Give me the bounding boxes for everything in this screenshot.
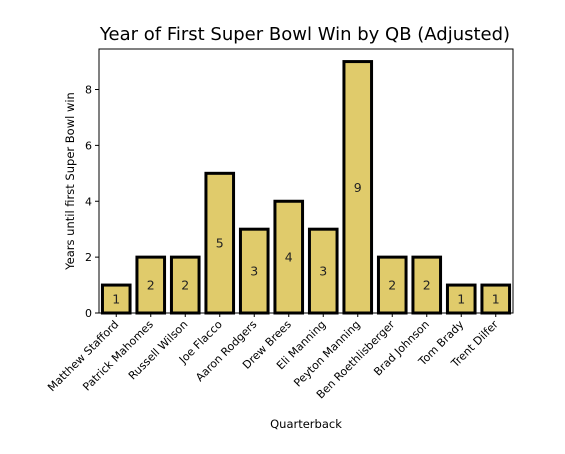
- bar-value-label: 9: [354, 180, 362, 195]
- bar-value-label: 4: [285, 250, 293, 265]
- plot-area-frame: [98, 48, 514, 314]
- x-axis-label: Quarterback: [270, 417, 342, 431]
- x-tick-label: Aaron Rodgers: [193, 318, 259, 384]
- bar: [445, 283, 477, 315]
- bar: [307, 227, 339, 315]
- bar: [169, 255, 201, 315]
- bar-value-label: 1: [457, 292, 465, 307]
- bars-group: [100, 60, 512, 315]
- bar-value-label: 2: [423, 278, 431, 293]
- bar-value-label: 2: [388, 278, 396, 293]
- x-tick-label: Russell Wilson: [126, 318, 190, 382]
- bar: [273, 199, 305, 315]
- y-tick-label: 2: [85, 251, 92, 264]
- bar-value-label: 2: [147, 278, 155, 293]
- bar-value-label: 3: [250, 264, 258, 279]
- bar: [480, 283, 512, 315]
- y-axis-label: Years until first Super Bowl win: [63, 92, 77, 271]
- bar: [376, 255, 408, 315]
- y-tick-label: 8: [85, 84, 92, 97]
- bar-labels-group: 1 2 2 5 3 4 3 9 2 2 1 1: [112, 180, 499, 307]
- bar-value-label: 3: [319, 264, 327, 279]
- y-axis: 0 2 4 6 8: [85, 84, 99, 320]
- y-tick-label: 6: [85, 139, 92, 152]
- y-tick-label: 0: [85, 307, 92, 320]
- bar-value-label: 5: [216, 236, 224, 251]
- bar: [204, 171, 236, 315]
- bar-value-label: 1: [112, 292, 120, 307]
- bar-value-label: 1: [492, 292, 500, 307]
- bar-value-label: 2: [181, 278, 189, 293]
- chart-title: Year of First Super Bowl Win by QB (Adju…: [99, 24, 510, 45]
- bar: [342, 60, 374, 315]
- y-tick-label: 4: [85, 195, 92, 208]
